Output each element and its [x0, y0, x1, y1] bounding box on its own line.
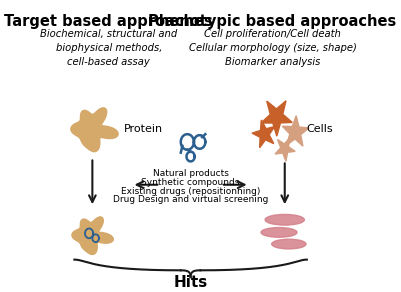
Text: Biochemical, structural and
biophysical methods,
cell-based assay: Biochemical, structural and biophysical …: [40, 29, 177, 67]
Text: Existing drugs (repositionning): Existing drugs (repositionning): [121, 187, 260, 196]
Text: Hits: Hits: [174, 275, 208, 290]
Polygon shape: [282, 116, 309, 146]
Polygon shape: [252, 120, 275, 148]
Text: Synthetic compounds: Synthetic compounds: [142, 178, 240, 187]
Ellipse shape: [271, 239, 306, 249]
Text: Cell proliferation/Cell death
Cellular morphology (size, shape)
Biomarker analys: Cell proliferation/Cell death Cellular m…: [188, 29, 356, 67]
Text: Natural products: Natural products: [153, 169, 229, 178]
Polygon shape: [261, 101, 292, 136]
Text: Cells: Cells: [307, 124, 334, 134]
Polygon shape: [72, 217, 113, 254]
Polygon shape: [275, 138, 295, 161]
Text: Drug Design and virtual screening: Drug Design and virtual screening: [113, 195, 268, 204]
Polygon shape: [71, 108, 118, 152]
Text: Target based approaches: Target based approaches: [4, 14, 213, 29]
Text: Phenotypic based approaches: Phenotypic based approaches: [148, 14, 397, 29]
Text: Protein: Protein: [124, 124, 162, 134]
Ellipse shape: [261, 227, 297, 237]
Ellipse shape: [265, 214, 304, 225]
